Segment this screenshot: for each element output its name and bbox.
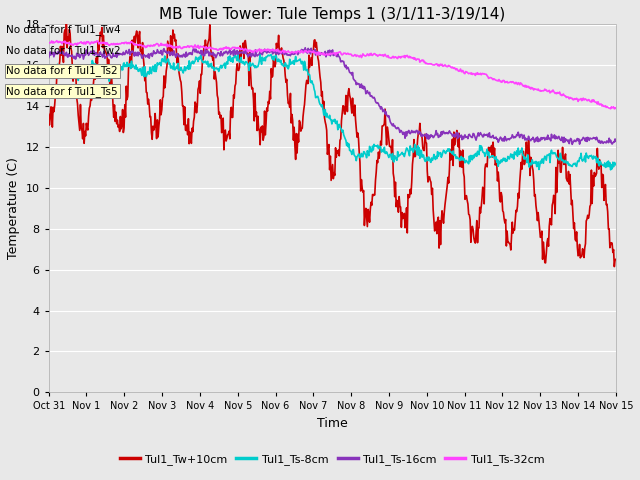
X-axis label: Time: Time [317,417,348,430]
Text: No data for f Tul1_Ts5: No data for f Tul1_Ts5 [6,86,118,97]
Text: No data for f Tul1_Tw2: No data for f Tul1_Tw2 [6,45,121,56]
Title: MB Tule Tower: Tule Temps 1 (3/1/11-3/19/14): MB Tule Tower: Tule Temps 1 (3/1/11-3/19… [159,7,506,22]
Text: No data for f Tul1_Ts2: No data for f Tul1_Ts2 [6,65,118,76]
Text: No data for f Tul1_Tw4: No data for f Tul1_Tw4 [6,24,121,35]
Y-axis label: Temperature (C): Temperature (C) [7,157,20,259]
Legend: Tul1_Tw+10cm, Tul1_Ts-8cm, Tul1_Ts-16cm, Tul1_Ts-32cm: Tul1_Tw+10cm, Tul1_Ts-8cm, Tul1_Ts-16cm,… [115,449,549,469]
